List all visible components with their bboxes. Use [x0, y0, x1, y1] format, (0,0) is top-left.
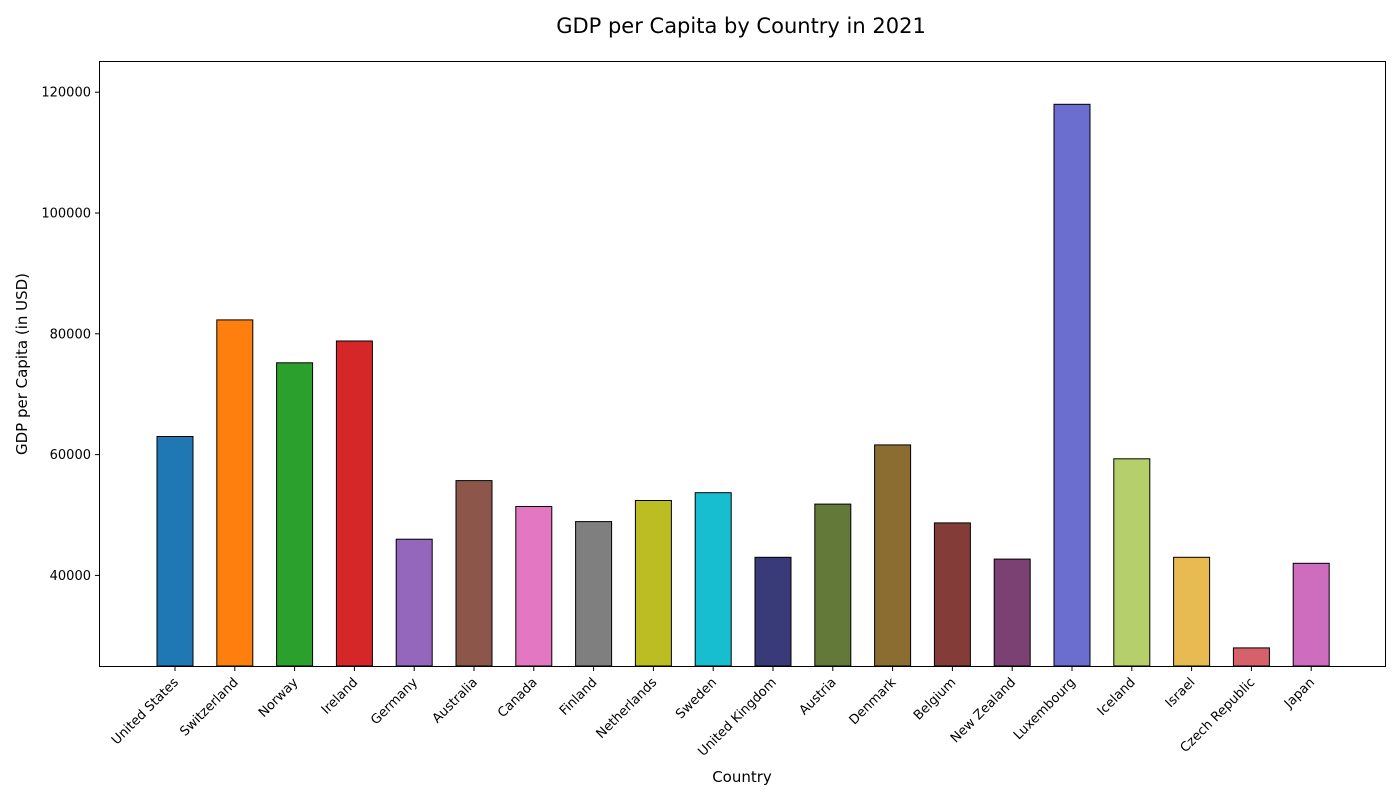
x-tick-label: Switzerland	[177, 675, 241, 739]
x-tick-label: Sweden	[673, 675, 720, 722]
x-tick-label: Israel	[1163, 675, 1199, 711]
x-tick-label: Canada	[495, 675, 541, 721]
bar-canada	[515, 506, 553, 667]
x-tick-label: Norway	[256, 675, 302, 721]
bar-united-states	[156, 436, 194, 667]
bar-germany	[395, 538, 433, 667]
bar-sweden	[694, 492, 732, 667]
y-axis-title: GDP per Capita (in USD)	[13, 273, 31, 455]
y-tick-label: 60000	[50, 448, 91, 463]
x-tick-label: Netherlands	[594, 675, 661, 742]
bar-israel	[1173, 556, 1211, 667]
x-tick-label: Iceland	[1095, 675, 1139, 719]
bar-new-zealand	[993, 558, 1031, 667]
bar-belgium	[933, 522, 971, 667]
bar-austria	[814, 503, 852, 667]
plot-frame	[99, 61, 1386, 667]
bar-united-kingdom	[754, 556, 792, 667]
y-tick-label: 40000	[50, 569, 91, 584]
bar-iceland	[1113, 458, 1151, 667]
bar-japan	[1292, 562, 1330, 667]
x-tick-label: Ireland	[319, 675, 361, 717]
bar-czech-republic	[1232, 647, 1270, 667]
bar-ireland	[335, 340, 373, 667]
bars-group	[156, 103, 1330, 667]
bar-finland	[575, 521, 613, 667]
bar-norway	[276, 362, 314, 667]
x-axis-title: Country	[712, 768, 772, 786]
y-tick-label: 80000	[50, 327, 91, 342]
y-tick-label: 100000	[41, 207, 91, 222]
bar-australia	[455, 480, 493, 667]
bar-denmark	[874, 444, 912, 667]
x-tick-label: Finland	[557, 675, 600, 718]
x-tick-label: Austria	[797, 675, 840, 718]
bar-luxembourg	[1053, 103, 1091, 667]
chart-title: GDP per Capita by Country in 2021	[556, 14, 926, 38]
x-tick-label: Luxembourg	[1011, 675, 1079, 743]
x-tick-label: Japan	[1281, 675, 1318, 712]
y-axis-ticks: 40000 60000 80000 100000 120000	[41, 86, 100, 584]
x-tick-label: Australia	[430, 675, 481, 726]
x-tick-label: United States	[109, 675, 182, 748]
y-tick-label: 120000	[41, 86, 91, 101]
x-tick-label: Germany	[368, 675, 421, 728]
x-tick-label: Denmark	[847, 675, 900, 728]
x-tick-label: Belgium	[911, 675, 959, 723]
bar-netherlands	[634, 500, 672, 667]
bar-switzerland	[216, 319, 254, 667]
